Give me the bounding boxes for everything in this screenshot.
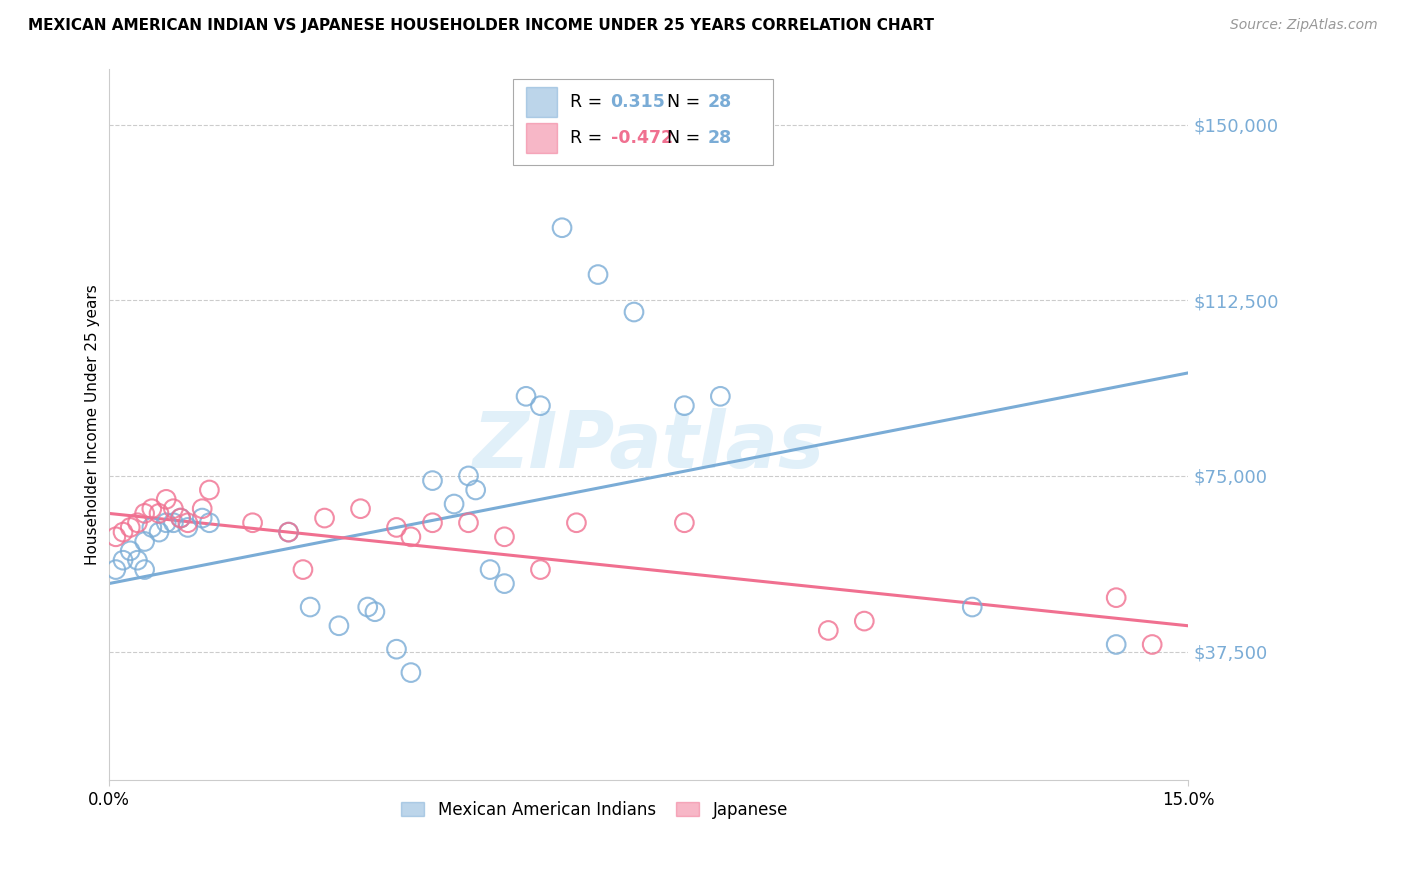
Point <box>515 389 537 403</box>
Text: ZIPatlas: ZIPatlas <box>472 408 824 483</box>
Text: -0.472: -0.472 <box>610 128 672 146</box>
Point <box>169 511 191 525</box>
Point <box>1105 638 1128 652</box>
Point <box>349 501 371 516</box>
Point <box>443 497 465 511</box>
Point <box>422 474 444 488</box>
Point <box>191 501 214 516</box>
Point <box>162 516 184 530</box>
Text: Source: ZipAtlas.com: Source: ZipAtlas.com <box>1230 18 1378 32</box>
Point <box>529 399 551 413</box>
Text: R =: R = <box>569 128 607 146</box>
FancyBboxPatch shape <box>526 122 557 153</box>
Point <box>464 483 486 497</box>
Point <box>457 516 479 530</box>
Point <box>457 469 479 483</box>
Point <box>529 563 551 577</box>
Point <box>494 530 516 544</box>
Point <box>127 516 149 530</box>
Point <box>134 507 156 521</box>
Point <box>709 389 731 403</box>
Point <box>112 553 135 567</box>
Point <box>673 516 696 530</box>
Point <box>479 563 502 577</box>
Point <box>399 530 422 544</box>
Point <box>198 483 221 497</box>
Point <box>1105 591 1128 605</box>
Point <box>141 520 163 534</box>
Point <box>148 525 170 540</box>
Point <box>357 600 380 615</box>
Point <box>134 534 156 549</box>
Text: 0.315: 0.315 <box>610 93 665 111</box>
Point <box>155 516 177 530</box>
Text: 28: 28 <box>707 93 733 111</box>
Point <box>962 600 984 615</box>
Point <box>1140 638 1163 652</box>
Point <box>328 619 350 633</box>
Point <box>364 605 387 619</box>
Point <box>422 516 444 530</box>
Point <box>385 520 408 534</box>
Point <box>198 516 221 530</box>
Point <box>155 492 177 507</box>
Point <box>162 501 184 516</box>
Point <box>551 220 574 235</box>
FancyBboxPatch shape <box>513 79 772 165</box>
Point <box>817 624 839 638</box>
Point <box>148 507 170 521</box>
Point <box>399 665 422 680</box>
Point <box>169 511 191 525</box>
Point <box>242 516 264 530</box>
Point <box>112 525 135 540</box>
Text: MEXICAN AMERICAN INDIAN VS JAPANESE HOUSEHOLDER INCOME UNDER 25 YEARS CORRELATIO: MEXICAN AMERICAN INDIAN VS JAPANESE HOUS… <box>28 18 934 33</box>
Point <box>127 553 149 567</box>
FancyBboxPatch shape <box>526 87 557 117</box>
Text: R =: R = <box>569 93 607 111</box>
Y-axis label: Householder Income Under 25 years: Householder Income Under 25 years <box>86 284 100 565</box>
Point <box>853 614 876 628</box>
Point <box>104 530 127 544</box>
Point <box>623 305 645 319</box>
Point <box>177 516 200 530</box>
Point <box>120 520 142 534</box>
Point <box>141 501 163 516</box>
Point <box>494 576 516 591</box>
Point <box>385 642 408 657</box>
Point <box>291 563 314 577</box>
Legend: Mexican American Indians, Japanese: Mexican American Indians, Japanese <box>394 794 794 825</box>
Point <box>586 268 609 282</box>
Point <box>191 511 214 525</box>
Text: N =: N = <box>666 93 706 111</box>
Point <box>565 516 588 530</box>
Point <box>277 525 299 540</box>
Point <box>673 399 696 413</box>
Point <box>177 520 200 534</box>
Point <box>277 525 299 540</box>
Point <box>299 600 322 615</box>
Text: N =: N = <box>666 128 706 146</box>
Point <box>134 563 156 577</box>
Point <box>314 511 336 525</box>
Point <box>104 563 127 577</box>
Text: 28: 28 <box>707 128 733 146</box>
Point <box>120 544 142 558</box>
